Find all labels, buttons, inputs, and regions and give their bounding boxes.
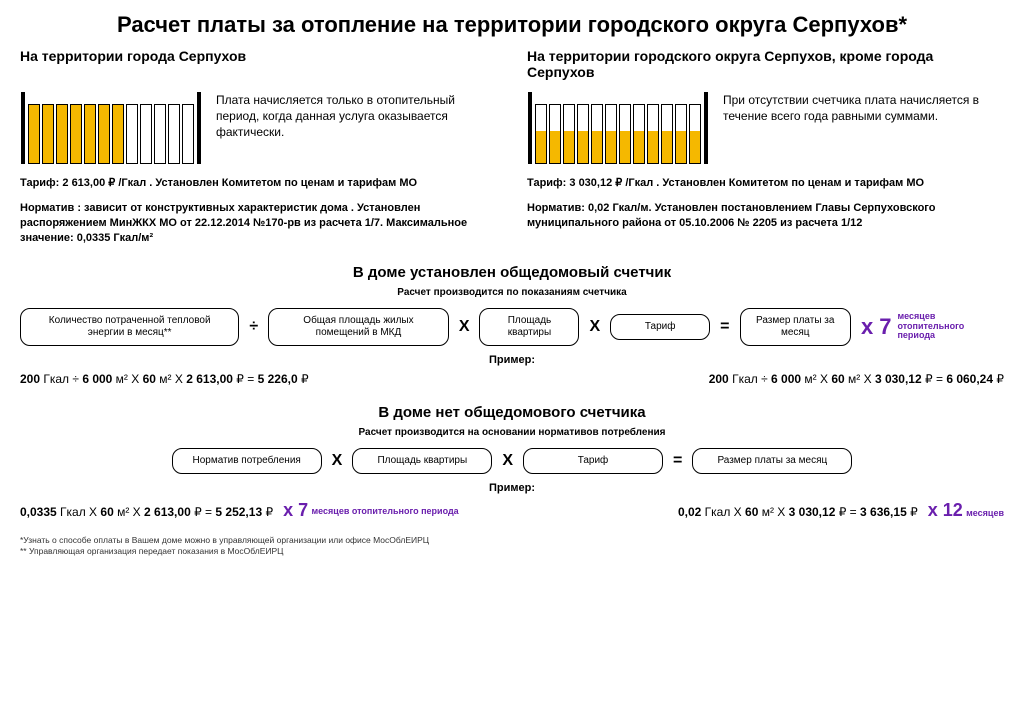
example-label: Пример: bbox=[20, 354, 1004, 366]
left-heading: На территории города Серпухов bbox=[20, 48, 497, 84]
formula2: Норматив потребления Х Площадь квартиры … bbox=[20, 448, 1004, 474]
footnotes: *Узнать о способе оплаты в Вашем доме мо… bbox=[20, 535, 1004, 557]
left-radiator bbox=[20, 92, 202, 164]
radiator-segment bbox=[56, 104, 68, 164]
radiator-segment bbox=[42, 104, 54, 164]
radiator-segment bbox=[549, 104, 561, 164]
formula-box: Общая площадь жилых помещений в МКД bbox=[268, 308, 449, 346]
radiator-segment bbox=[84, 104, 96, 164]
radiator-segment bbox=[675, 104, 687, 164]
right-column: На территории городского округа Серпухов… bbox=[527, 48, 1004, 246]
radiator-segment bbox=[591, 104, 603, 164]
radiator-segment bbox=[140, 104, 152, 164]
section1-sub: Расчет производится по показаниям счетчи… bbox=[20, 287, 1004, 298]
section2-sub: Расчет производится на основании нормати… bbox=[20, 427, 1004, 438]
radiator-segment bbox=[168, 104, 180, 164]
tail-x: х bbox=[861, 314, 873, 340]
radiator-segment bbox=[577, 104, 589, 164]
formula-box: Размер платы за месяц bbox=[740, 308, 851, 346]
top-columns: На территории города Серпухов Плата начи… bbox=[20, 48, 1004, 246]
formula-box: Тариф bbox=[523, 448, 663, 474]
op-eq: = bbox=[720, 318, 729, 336]
radiator-segment bbox=[647, 104, 659, 164]
radiator-segment bbox=[535, 104, 547, 164]
page-title: Расчет платы за отопление на территории … bbox=[20, 12, 1004, 38]
radiator-segment bbox=[154, 104, 166, 164]
left-column: На территории города Серпухов Плата начи… bbox=[20, 48, 497, 246]
example-right: 200 Гкал ÷ 6 000 м² Х 60 м² Х 3 030,12 ₽… bbox=[709, 372, 1004, 386]
op-mult: Х bbox=[502, 452, 513, 470]
tail-label: месяцев отопительного периода bbox=[897, 312, 1004, 342]
radiator-segment bbox=[98, 104, 110, 164]
right-heading: На территории городского округа Серпухов… bbox=[527, 48, 1004, 84]
radiator-segment bbox=[605, 104, 617, 164]
radiator-pipe bbox=[197, 92, 201, 164]
tail-num: 7 bbox=[879, 314, 891, 340]
radiator-segment bbox=[619, 104, 631, 164]
op-mult: Х bbox=[459, 318, 470, 336]
formula1: Количество потраченной тепловой энергии … bbox=[20, 308, 1004, 346]
formula-box: Норматив потребления bbox=[172, 448, 322, 474]
formula-box: Тариф bbox=[610, 314, 710, 340]
formula-box: Количество потраченной тепловой энергии … bbox=[20, 308, 239, 346]
formula-box: Площадь квартиры bbox=[352, 448, 492, 474]
right-radiator bbox=[527, 92, 709, 164]
radiator-segment bbox=[112, 104, 124, 164]
left-desc: Плата начисляется только в отопительный … bbox=[216, 92, 497, 141]
left-tariff: Тариф: 2 613,00 ₽ /Гкал . Установлен Ком… bbox=[20, 176, 497, 189]
radiator-segment bbox=[633, 104, 645, 164]
radiator-segment bbox=[689, 104, 701, 164]
example-left: 200 Гкал ÷ 6 000 м² Х 60 м² Х 2 613,00 ₽… bbox=[20, 372, 309, 386]
footnote-1: *Узнать о способе оплаты в Вашем доме мо… bbox=[20, 535, 1004, 546]
radiator-segment bbox=[70, 104, 82, 164]
op-divide: ÷ bbox=[249, 318, 258, 336]
radiator-segment bbox=[28, 104, 40, 164]
right-tariff: Тариф: 3 030,12 ₽ /Гкал . Установлен Ком… bbox=[527, 176, 1004, 189]
right-norm: Норматив: 0,02 Гкал/м. Установлен постан… bbox=[527, 201, 1004, 231]
section1-title: В доме установлен общедомовый счетчик bbox=[20, 264, 1004, 281]
left-norm: Норматив : зависит от конструктивных хар… bbox=[20, 201, 497, 246]
example-label: Пример: bbox=[20, 482, 1004, 494]
op-mult: Х bbox=[589, 318, 600, 336]
radiator-pipe bbox=[528, 92, 532, 164]
tail-multiplier: х 7 месяцев отопительного периода bbox=[861, 312, 1004, 342]
example-left: 0,0335 Гкал Х 60 м² Х 2 613,00 ₽ = 5 252… bbox=[20, 500, 381, 521]
op-eq: = bbox=[673, 452, 682, 470]
radiator-segment bbox=[126, 104, 138, 164]
formula-box: Площадь квартиры bbox=[479, 308, 579, 346]
radiator-pipe bbox=[21, 92, 25, 164]
section1-examples: 200 Гкал ÷ 6 000 м² Х 60 м² Х 2 613,00 ₽… bbox=[20, 372, 1004, 386]
right-desc: При отсутствии счетчика плата начисляетс… bbox=[723, 92, 1004, 124]
footnote-2: ** Управляющая организация передает пока… bbox=[20, 546, 1004, 557]
op-mult: Х bbox=[332, 452, 343, 470]
radiator-segment bbox=[661, 104, 673, 164]
example-right: 0,02 Гкал Х 60 м² Х 3 030,12 ₽ = 3 636,1… bbox=[678, 500, 1004, 521]
section2-title: В доме нет общедомового счетчика bbox=[20, 404, 1004, 421]
radiator-pipe bbox=[704, 92, 708, 164]
radiator-segment bbox=[182, 104, 194, 164]
section2-examples: 0,0335 Гкал Х 60 м² Х 2 613,00 ₽ = 5 252… bbox=[20, 500, 1004, 521]
formula-box: Размер платы за месяц bbox=[692, 448, 852, 474]
radiator-segment bbox=[563, 104, 575, 164]
